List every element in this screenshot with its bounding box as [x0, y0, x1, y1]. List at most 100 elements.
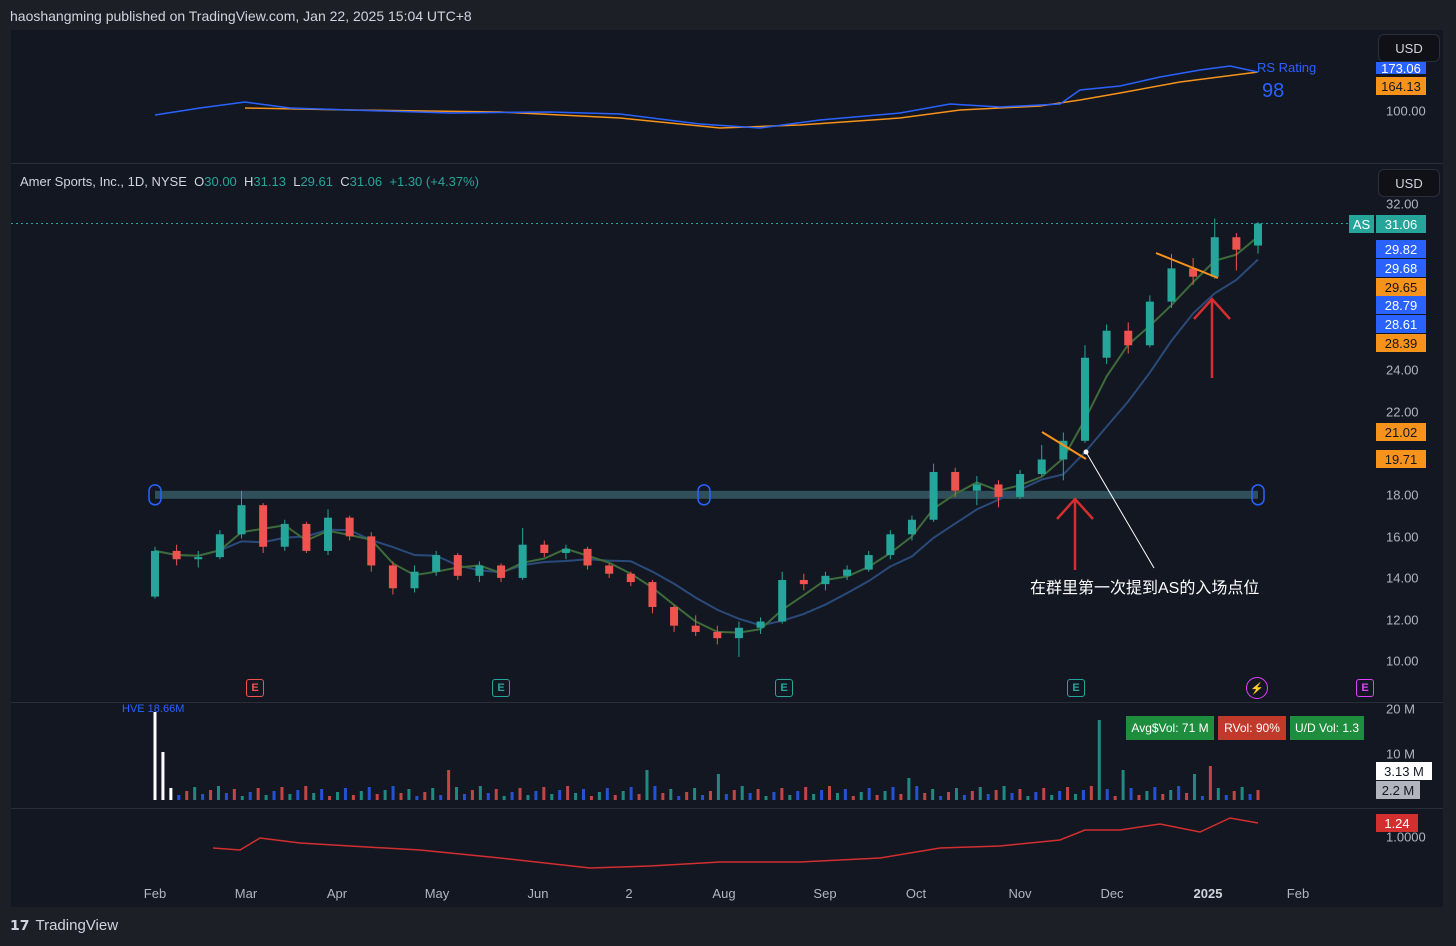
candle-body	[497, 565, 506, 578]
rs-currency-button[interactable]: USD	[1378, 34, 1440, 62]
ma-price-tag: 29.68	[1376, 259, 1426, 277]
volume-bar	[939, 796, 943, 800]
volume-bar	[891, 787, 895, 800]
candle-body	[691, 625, 700, 632]
volume-bar	[1097, 720, 1101, 800]
candle-body	[972, 484, 981, 491]
earnings-icon[interactable]: E	[492, 679, 510, 697]
volume-bar	[708, 791, 712, 800]
candle-body	[1080, 357, 1089, 441]
volume-bar	[923, 793, 927, 800]
volume-bar	[1113, 796, 1117, 800]
volume-bar	[994, 790, 998, 800]
volume-bar	[1145, 791, 1149, 800]
candle-body	[626, 573, 635, 583]
earnings-icon[interactable]: E	[1067, 679, 1085, 697]
volume-bar	[209, 790, 213, 800]
ma-price-tag: 28.79	[1376, 296, 1426, 314]
volume-bar	[1208, 766, 1212, 800]
earnings-icon[interactable]: E	[1356, 679, 1374, 697]
tradingview-logo-icon: 𝟭𝟳	[10, 917, 30, 933]
candle-body	[1016, 474, 1025, 497]
price-axis-label: 10.00	[1386, 653, 1419, 669]
time-axis-label: May	[424, 886, 450, 901]
volume-bar	[1058, 791, 1062, 800]
candle-body	[1232, 237, 1241, 250]
time-axis-label: Jun	[527, 886, 549, 901]
last-price-tag: 31.06	[1376, 215, 1426, 233]
volume-bar	[1137, 795, 1141, 800]
volume-bar	[470, 790, 474, 800]
volume-bar	[224, 793, 228, 800]
candle-body	[821, 575, 830, 585]
volume-bar	[407, 789, 411, 800]
volume-bar	[788, 795, 792, 800]
pane-divider	[11, 808, 1443, 809]
legend-open-key: O	[194, 174, 205, 189]
volume-bar	[764, 796, 768, 800]
volume-bar	[843, 789, 847, 800]
rs-price-tag: 173.06	[1376, 62, 1426, 74]
time-axis-label: Oct	[905, 886, 927, 901]
publish-info: haoshangming published on TradingView.co…	[10, 8, 472, 24]
rs-ma-line	[244, 71, 1259, 129]
dividend-bolt-icon[interactable]: ⚡	[1246, 677, 1268, 699]
volume-bar	[391, 786, 395, 800]
volume-bar	[613, 795, 617, 800]
price-axis-label: 16.00	[1386, 529, 1419, 545]
candle-body	[648, 582, 657, 607]
volume-bar	[439, 795, 443, 800]
volume-bar	[574, 793, 578, 800]
time-axis-label: Feb	[143, 886, 167, 901]
volume-bar	[685, 792, 689, 800]
volume-bar	[248, 792, 252, 800]
earnings-icon[interactable]: E	[775, 679, 793, 697]
pane-divider	[11, 163, 1443, 164]
volume-bar	[954, 788, 958, 800]
volume-bar	[312, 793, 316, 800]
trendline-breakout-2	[1155, 252, 1219, 279]
time-axis-label: Mar	[234, 886, 258, 901]
price-axis-label: 24.00	[1386, 362, 1419, 378]
tradingview-logo[interactable]: 𝟭𝟳 TradingView	[10, 917, 118, 934]
volume-bar	[1161, 794, 1165, 800]
volume-bar	[478, 786, 482, 800]
candle-body	[994, 484, 1003, 497]
volume-bar	[423, 792, 427, 800]
volume-bar	[756, 789, 760, 800]
volume-bar	[653, 786, 657, 800]
candle-body	[410, 571, 419, 589]
volume-bar	[740, 786, 744, 800]
candle-body	[1210, 237, 1219, 277]
volume-bar	[1026, 796, 1030, 800]
main-currency-button[interactable]: USD	[1378, 169, 1440, 197]
support-zone	[155, 490, 1258, 499]
trendline-breakout-1	[1041, 431, 1087, 460]
volume-bar	[582, 789, 586, 800]
volume-bar	[772, 792, 776, 800]
volume-bar	[201, 794, 205, 800]
time-axis-label: Sep	[813, 886, 837, 901]
volume-bar	[320, 789, 324, 800]
volume-bar	[637, 794, 641, 800]
volume-bar	[566, 786, 570, 800]
earnings-icon[interactable]: E	[246, 679, 264, 697]
volume-bar	[1200, 796, 1204, 800]
volume-bar	[455, 787, 459, 800]
volume-bar	[851, 796, 855, 800]
candle-body	[1124, 330, 1133, 346]
volume-bar	[240, 796, 244, 800]
volume-bar	[907, 778, 911, 800]
time-axis-label: Dec	[1100, 886, 1124, 901]
chart-frame[interactable]	[11, 30, 1443, 907]
volume-bar	[359, 791, 363, 800]
pane-divider	[11, 702, 1443, 703]
candle-body	[345, 517, 354, 537]
volume-bar	[1216, 788, 1220, 800]
candle-body	[778, 579, 787, 622]
price-axis-label: 22.00	[1386, 404, 1419, 420]
volume-bar	[375, 794, 379, 800]
volume-bar	[542, 787, 546, 800]
volume-bar	[1185, 793, 1189, 800]
